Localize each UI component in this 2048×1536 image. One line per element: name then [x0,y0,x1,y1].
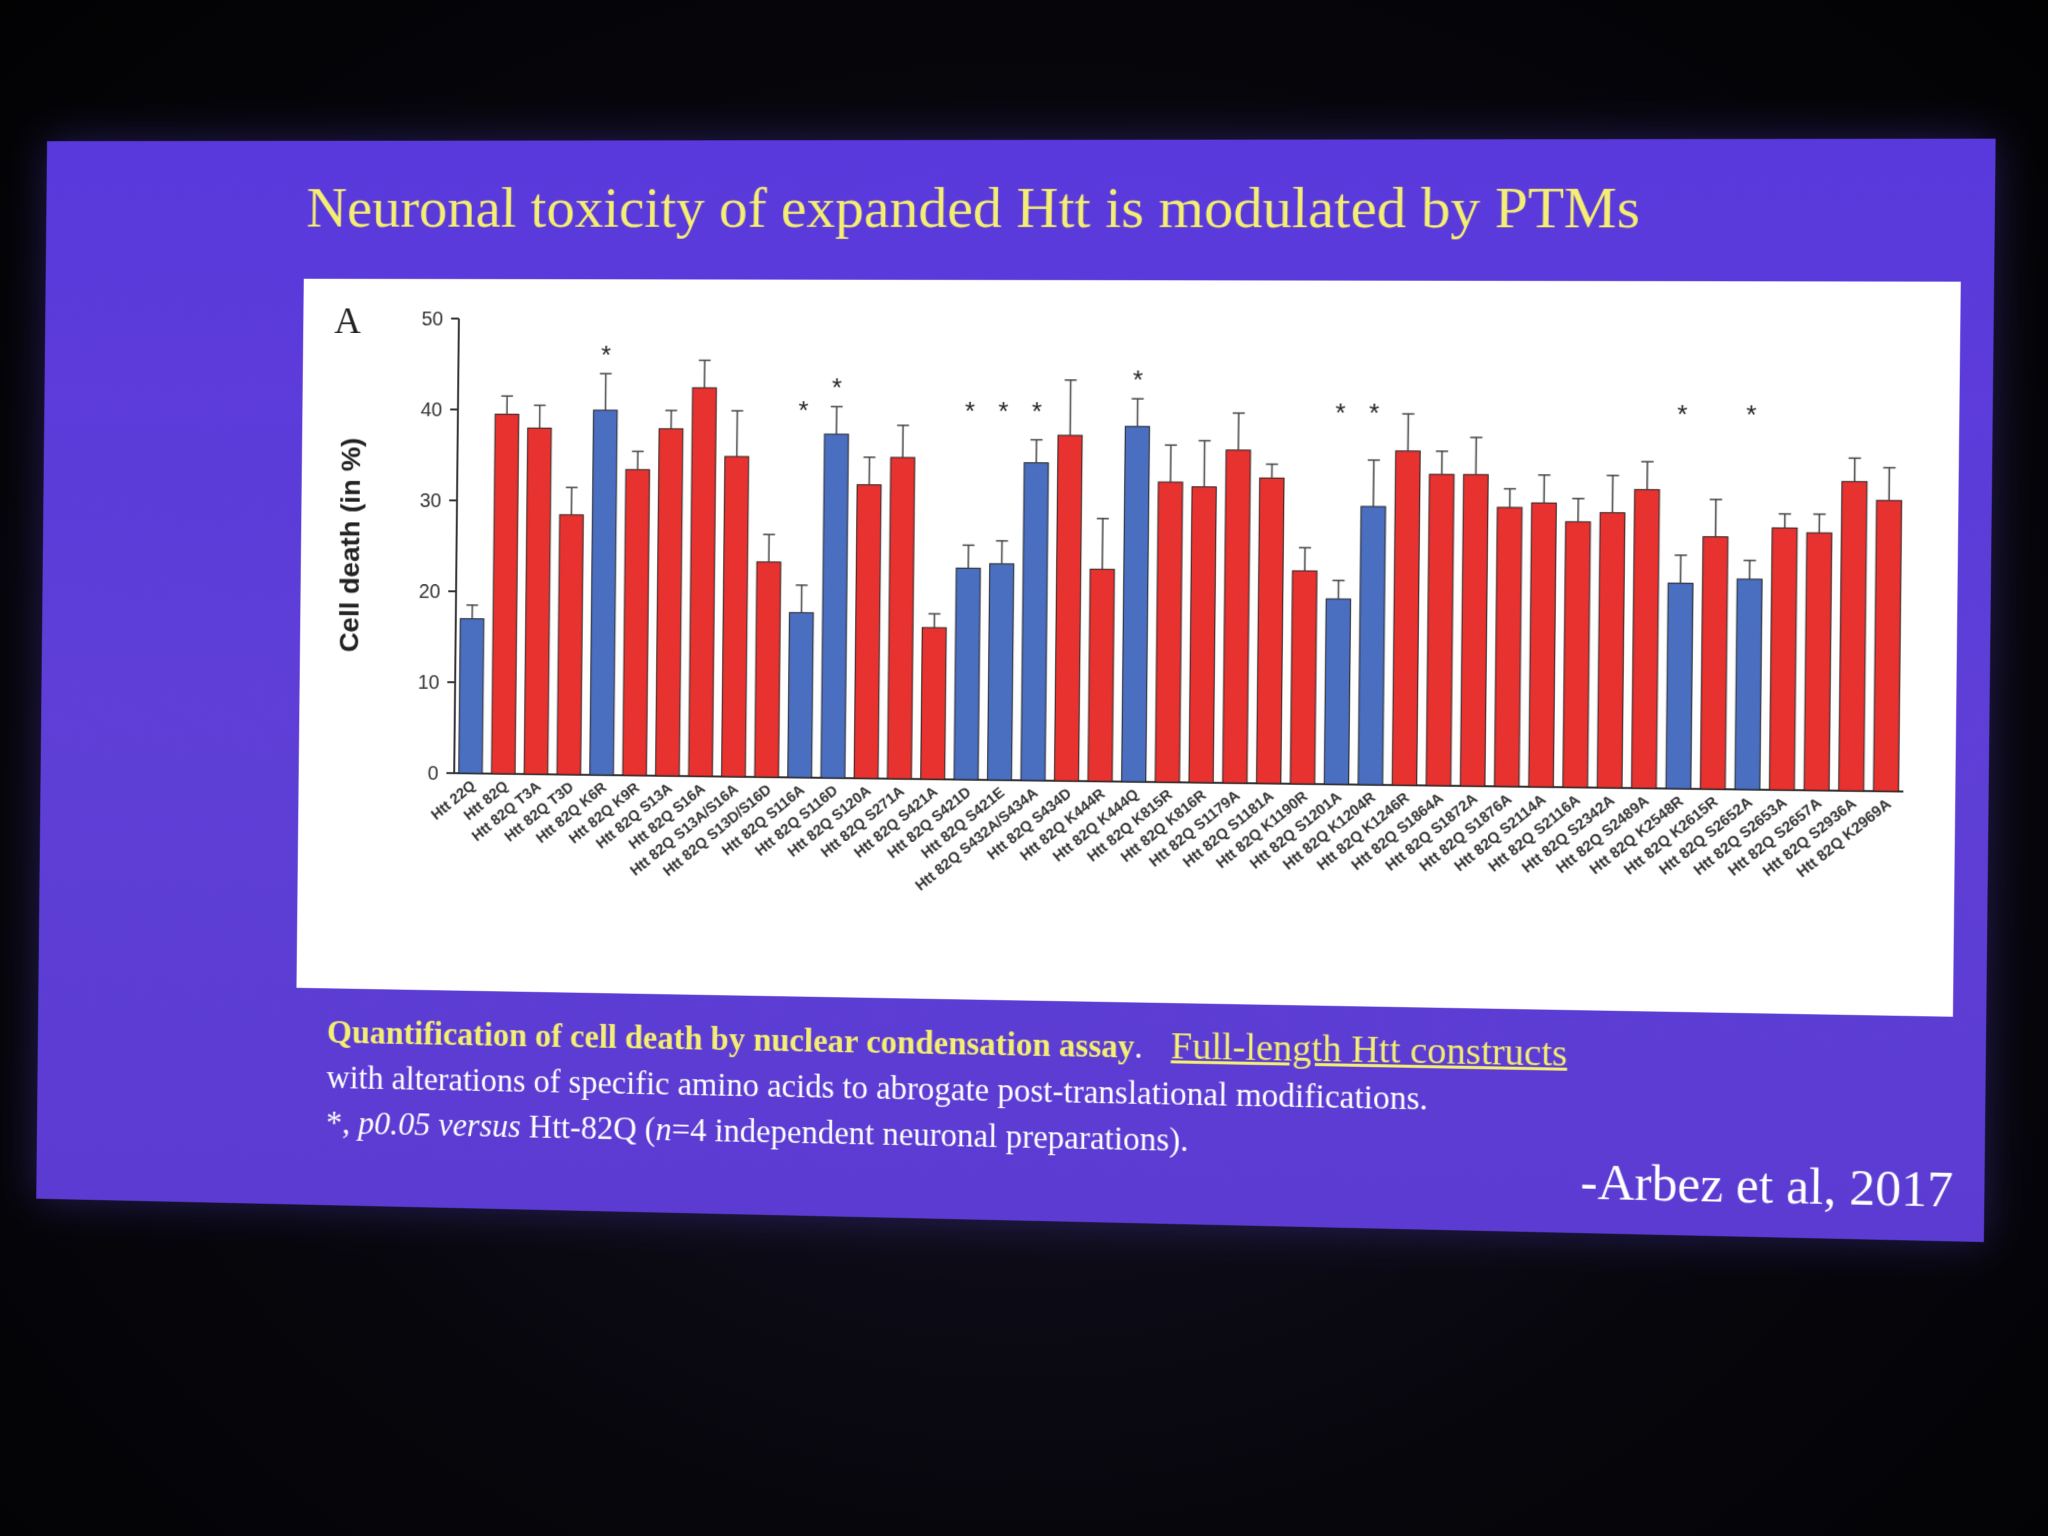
bar [459,619,484,774]
y-axis-label: Cell death (in %) [334,438,367,653]
significance-marker: * [965,398,975,426]
bar [1735,579,1762,790]
bar [1632,490,1660,789]
y-axis-line [454,319,459,774]
caption-underlined-text: Full-length Htt constructs [1171,1025,1568,1075]
presentation-slide: Neuronal toxicity of expanded Htt is mod… [36,139,1995,1242]
error-bar [1070,380,1071,435]
bar [954,568,980,780]
significance-marker: * [1133,366,1143,394]
bar [1804,533,1832,791]
bar [1563,522,1591,788]
bar [1290,571,1317,784]
caption-bold-period: . [1134,1030,1143,1066]
bar [1189,487,1216,783]
bar [854,485,881,779]
bar [1155,482,1182,782]
bar [1021,463,1048,781]
bar [788,613,814,778]
bar [1054,435,1082,781]
bar [1426,474,1454,785]
significance-marker: * [1746,401,1757,430]
bar [1839,482,1867,792]
y-tick-label: 50 [421,308,443,330]
significance-marker: * [1369,400,1380,429]
error-bar [1102,519,1103,570]
bar [1392,451,1420,785]
bar [1597,513,1625,788]
slide-title: Neuronal toxicity of expanded Htt is mod… [306,173,1912,241]
bar [1666,583,1693,789]
bar [524,428,551,774]
bar [987,564,1013,780]
caption-star: *, [326,1106,358,1142]
bar-chart: 01020304050 ACell death (in %)Htt 22QHtt… [296,279,1960,1017]
caption-pvalue: p0.05 versus [358,1106,521,1145]
y-tick-label: 10 [418,672,440,694]
bar [623,470,650,776]
y-tick-label: 20 [419,581,441,603]
bar [689,388,717,777]
significance-marker: * [1677,401,1688,430]
bar [1122,426,1150,781]
bar [491,414,518,774]
bar [1529,503,1557,787]
bar [656,429,683,776]
caption-mid: Htt-82Q ( [521,1110,656,1148]
bar [1494,507,1522,786]
bar [755,562,781,777]
significance-marker: * [601,342,611,370]
caption-end: =4 independent neuronal preparations). [672,1113,1189,1160]
bar [1088,569,1114,781]
bar [590,410,617,775]
bar [821,434,848,778]
citation: -Arbez et al, 2017 [1580,1152,1953,1219]
significance-marker: * [832,375,842,403]
bar [722,456,749,776]
bar [1256,478,1284,784]
bar [1769,528,1797,790]
significance-marker: * [798,397,808,425]
significance-marker: * [998,398,1008,426]
y-tick-label: 40 [421,399,443,421]
bar [921,628,947,780]
bar [1324,599,1350,785]
bar [1873,500,1901,791]
y-tick-label: 0 [428,763,439,785]
significance-marker: * [1032,398,1042,426]
bar [1358,506,1385,784]
y-tick-label: 30 [420,490,442,512]
bar [1460,475,1488,787]
bar [887,457,914,779]
bar [557,515,583,775]
bar [1700,537,1728,790]
significance-marker: * [1335,400,1346,429]
caption-n: n [655,1112,672,1148]
bar [1223,450,1251,783]
chart-panel: 0 10 20 30 40 50 A Cell death (in %) Htt 22Q Htt… [296,279,1960,1017]
panel-label: A [334,301,361,342]
